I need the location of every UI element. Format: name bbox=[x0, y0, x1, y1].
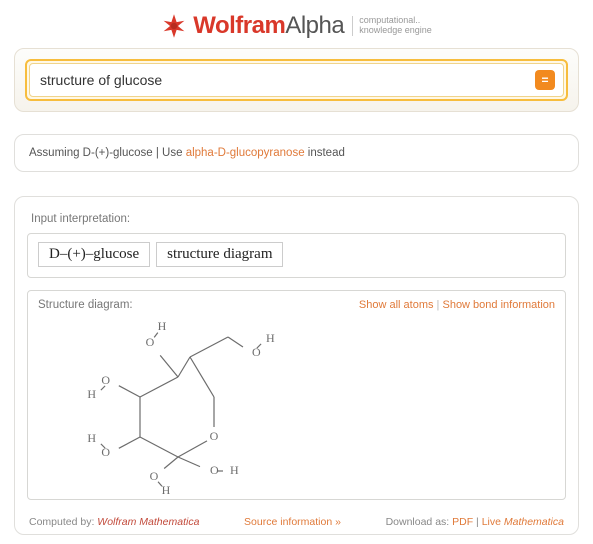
svg-text:O: O bbox=[210, 463, 219, 477]
logo-tagline: computational.. knowledge engine bbox=[352, 16, 432, 36]
svg-text:O: O bbox=[101, 445, 110, 459]
assumption-card: Assuming D-(+)-glucose | Use alpha-D-glu… bbox=[14, 134, 579, 172]
download-live-math-link[interactable]: Live Mathematica bbox=[482, 516, 564, 528]
download-pdf-link[interactable]: PDF bbox=[452, 516, 473, 528]
molecule-diagram: OOHOHOHOHOHOH bbox=[54, 313, 294, 499]
assumption-link[interactable]: alpha-D-glucopyranose bbox=[186, 147, 305, 159]
download-as: Download as: PDF | Live Mathematica bbox=[386, 516, 564, 528]
spikey-icon bbox=[161, 13, 187, 39]
svg-text:H: H bbox=[162, 483, 171, 497]
equals-icon: = bbox=[541, 74, 548, 86]
svg-text:O: O bbox=[146, 335, 155, 349]
svg-text:H: H bbox=[158, 319, 167, 333]
logo: WolframAlpha computational.. knowledge e… bbox=[14, 12, 579, 40]
results-footer: Computed by: Wolfram Mathematica Source … bbox=[27, 512, 566, 528]
assumption-prefix: Assuming D-(+)-glucose | Use bbox=[29, 147, 186, 159]
svg-text:H: H bbox=[87, 431, 96, 445]
interpretation-pod: D–(+)–glucose structure diagram bbox=[27, 233, 566, 278]
chip-compound: D–(+)–glucose bbox=[38, 242, 150, 267]
chip-property: structure diagram bbox=[156, 242, 283, 267]
computed-by: Computed by: Wolfram Mathematica bbox=[29, 516, 199, 528]
structure-title: Structure diagram: bbox=[38, 299, 133, 311]
svg-text:H: H bbox=[87, 387, 96, 401]
svg-text:H: H bbox=[230, 463, 239, 477]
svg-text:O: O bbox=[210, 429, 219, 443]
assumption-suffix: instead bbox=[305, 147, 345, 159]
search-input[interactable] bbox=[40, 72, 527, 88]
results-card: Input interpretation: D–(+)–glucose stru… bbox=[14, 196, 579, 535]
interpretation-title: Input interpretation: bbox=[31, 213, 566, 225]
show-all-atoms-link[interactable]: Show all atoms bbox=[359, 299, 434, 311]
svg-text:H: H bbox=[266, 331, 275, 345]
svg-text:O: O bbox=[150, 469, 159, 483]
logo-text: WolframAlpha bbox=[193, 12, 344, 40]
pod-links: Show all atoms | Show bond information bbox=[359, 299, 555, 311]
svg-text:O: O bbox=[252, 345, 261, 359]
search-card: = bbox=[14, 48, 579, 112]
show-bond-info-link[interactable]: Show bond information bbox=[442, 299, 555, 311]
submit-button[interactable]: = bbox=[535, 70, 555, 90]
svg-text:O: O bbox=[101, 373, 110, 387]
structure-pod: Structure diagram: Show all atoms | Show… bbox=[27, 290, 566, 500]
source-information-link[interactable]: Source information » bbox=[244, 516, 341, 528]
